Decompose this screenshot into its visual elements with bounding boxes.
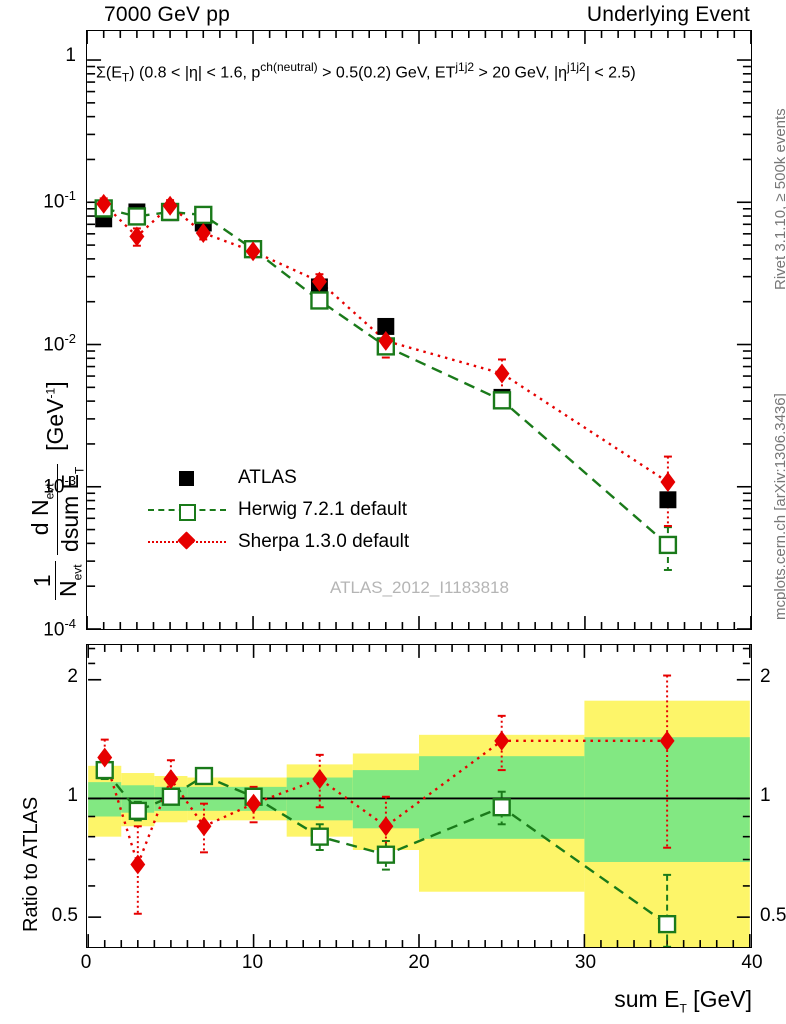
- y-tick-label-main: 10-2: [43, 330, 76, 355]
- y-tick-label-ratio-left: 1: [67, 785, 78, 807]
- main-plot-canvas: [87, 31, 751, 629]
- ratio-point-open-square: [161, 787, 181, 806]
- ratio-point-filled-diamond: [163, 769, 179, 789]
- y-tick-label-ratio-right: 1: [760, 785, 771, 807]
- legend-item-herwig: Herwig 7.2.1 default: [148, 494, 409, 526]
- data-point-open-square: [658, 535, 678, 555]
- legend-label-atlas: ATLAS: [238, 467, 297, 488]
- ratio-point-filled-diamond: [130, 854, 146, 875]
- y-tick-label-main: 10-4: [43, 616, 76, 641]
- ratio-point-open-square: [492, 798, 511, 817]
- analysis-id-watermark: ATLAS_2012_I1183818: [330, 578, 509, 597]
- x-tick-label: 20: [408, 952, 430, 973]
- ratio-series-line: [103, 739, 668, 869]
- y-tick-label-ratio-right: 2: [760, 665, 771, 687]
- x-tick-label: 40: [741, 952, 763, 973]
- x-axis-label: sum ET [GeV]: [614, 986, 752, 1016]
- y-tick-label-ratio-left: 0.5: [51, 904, 78, 926]
- data-point-filled-diamond: [660, 472, 676, 492]
- legend-item-sherpa: Sherpa 1.3.0 default: [148, 526, 409, 558]
- main-plot-panel: [86, 30, 752, 630]
- mcplots-source-note: mcplots.cern.ch [arXiv:1306.3436]: [772, 393, 786, 620]
- y-axis-label-main: 1 Nevt d Nevt dsum ET [GeV-1]: [0, 40, 86, 600]
- plot-annotation-cuts: Σ(ET) (0.8 < |η| < 1.6, pch(neutral) > 0…: [96, 60, 636, 85]
- header-left-beam-energy: 7000 GeV pp: [104, 3, 230, 26]
- data-point-open-square: [492, 391, 512, 410]
- data-point-filled-diamond: [162, 195, 178, 216]
- ratio-plot-canvas: [87, 645, 751, 947]
- ratio-point-open-square: [194, 766, 214, 786]
- ratio-point-filled-diamond: [312, 769, 328, 789]
- ratio-point-filled-diamond: [659, 730, 675, 751]
- rivet-version-note: Rivet 3.1.10, ≥ 500k events: [772, 108, 786, 290]
- data-point-open-square: [127, 207, 147, 226]
- legend-marker-herwig: [148, 500, 226, 521]
- legend-item-atlas: ATLAS: [148, 462, 409, 494]
- ratio-point-open-square: [128, 801, 147, 821]
- y-tick-label-main: 1: [65, 45, 76, 67]
- y-tick-label-ratio-right: 0.5: [760, 904, 786, 926]
- data-point-filled-diamond: [195, 223, 211, 243]
- ratio-point-open-square: [376, 845, 396, 864]
- data-point-open-square: [310, 291, 329, 310]
- data-point-open-square: [194, 205, 213, 225]
- y-axis-prefix-den: Nevt: [54, 564, 85, 597]
- data-point-filled-diamond: [129, 226, 145, 247]
- y-axis-prefix-fraction: 1 Nevt: [29, 561, 85, 600]
- ratio-point-filled-diamond: [378, 816, 394, 837]
- ratio-point-filled-diamond: [196, 816, 212, 837]
- y-axis-units: [GeV-1]: [42, 381, 69, 451]
- x-tick-label: 30: [574, 952, 597, 973]
- data-point-filled-square: [377, 317, 395, 335]
- x-tick-label: 0: [80, 952, 92, 973]
- ratio-plot-panel: [86, 644, 752, 948]
- data-point-filled-diamond: [494, 363, 510, 384]
- series-line: [103, 207, 669, 546]
- legend: ATLAS Herwig 7.2.1 default Sherpa 1.3.0 …: [148, 462, 409, 558]
- y-tick-label-main: 10-3: [43, 473, 76, 498]
- legend-marker-sherpa: [148, 531, 226, 552]
- legend-marker-atlas: [148, 468, 226, 488]
- ratio-point-filled-diamond: [494, 730, 510, 751]
- header-right-analysis-type: Underlying Event: [586, 3, 750, 26]
- ratio-point-open-square: [657, 914, 677, 934]
- ratio-point-open-square: [310, 827, 329, 846]
- data-point-filled-square: [659, 491, 677, 509]
- y-tick-label-ratio-left: 2: [67, 665, 78, 687]
- legend-label-sherpa: Sherpa 1.3.0 default: [238, 531, 410, 552]
- y-axis-prefix-num: 1: [29, 561, 56, 600]
- x-tick-label: 10: [241, 952, 264, 973]
- legend-label-herwig: Herwig 7.2.1 default: [238, 499, 407, 520]
- y-tick-label-main: 10-1: [43, 187, 76, 213]
